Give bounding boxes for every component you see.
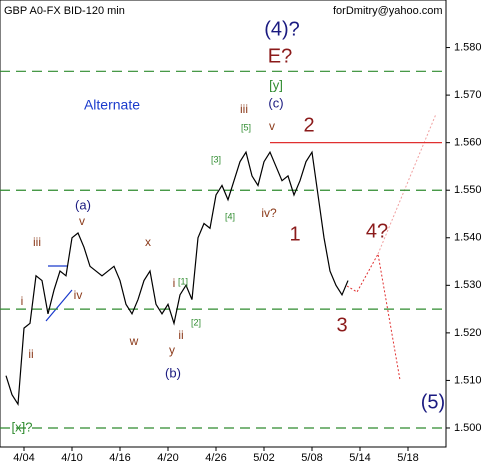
- x-tick-label: 4/04: [13, 452, 34, 464]
- y-tick-label: 1.510: [454, 374, 482, 386]
- projection: [346, 252, 401, 381]
- wave-label: y: [169, 343, 175, 357]
- wave-label: (a): [75, 197, 91, 212]
- x-tick-label: 4/10: [61, 452, 82, 464]
- wave-label: w: [129, 334, 139, 348]
- wave-label: Alternate: [84, 97, 140, 113]
- y-tick-label: 1.560: [454, 137, 482, 149]
- wave-label: v: [269, 119, 275, 133]
- wave-label: iii: [240, 102, 248, 116]
- y-tick-label: 1.550: [454, 184, 482, 196]
- x-tick-label: 4/26: [205, 452, 226, 464]
- x-tick-label: 5/14: [349, 452, 370, 464]
- y-tick-label: 1.580: [454, 41, 482, 53]
- wave-label: 2: [303, 114, 314, 136]
- wave-label: [4]: [225, 211, 235, 221]
- wave-label: ii: [178, 328, 183, 342]
- wave-label: iv?: [261, 206, 277, 220]
- y-tick-label: 1.520: [454, 327, 482, 339]
- wave-label: v: [79, 214, 85, 228]
- chart-title: GBP A0-FX BID-120 min: [4, 5, 125, 17]
- wave-label: i: [173, 276, 176, 290]
- y-tick-label: 1.570: [454, 89, 482, 101]
- y-tick-label: 1.540: [454, 232, 482, 244]
- wave-label: [3]: [211, 154, 221, 164]
- wave-label: E?: [268, 45, 292, 67]
- x-tick-label: 4/16: [109, 452, 130, 464]
- trend-line: [45, 289, 73, 322]
- wave-label: 4?: [366, 220, 388, 242]
- x-tick-label: 5/08: [301, 452, 322, 464]
- wave-label: [x]?: [12, 419, 33, 434]
- wave-label: (b): [165, 365, 181, 380]
- y-tick-label: 1.530: [454, 279, 482, 291]
- x-tick-label: 5/02: [253, 452, 274, 464]
- wave-label: (5): [421, 391, 445, 413]
- wave-label: [1]: [178, 276, 188, 286]
- wave-label: i: [21, 294, 24, 308]
- wave-label: 1: [289, 223, 300, 245]
- plot-frame: [0, 0, 447, 448]
- price-line: [5, 150, 349, 407]
- wave-label: (4)?: [264, 18, 300, 40]
- wave-label: 3: [336, 314, 347, 336]
- wave-label: [5]: [241, 122, 251, 132]
- wave-label: ii: [28, 347, 33, 361]
- wave-label: iii: [33, 235, 41, 249]
- wave-label: (c): [268, 95, 283, 110]
- x-tick-label: 5/18: [397, 452, 418, 464]
- chart-subtitle: forDmitry@yahoo.com: [333, 5, 443, 17]
- projection-alt: [377, 113, 437, 255]
- wave-label: [2]: [191, 317, 201, 327]
- x-tick-label: 4/20: [157, 452, 178, 464]
- y-tick-label: 1.500: [454, 422, 482, 434]
- wave-label: iv: [74, 288, 83, 302]
- wave-label: x: [145, 235, 151, 249]
- wave-label: [y]: [269, 77, 283, 92]
